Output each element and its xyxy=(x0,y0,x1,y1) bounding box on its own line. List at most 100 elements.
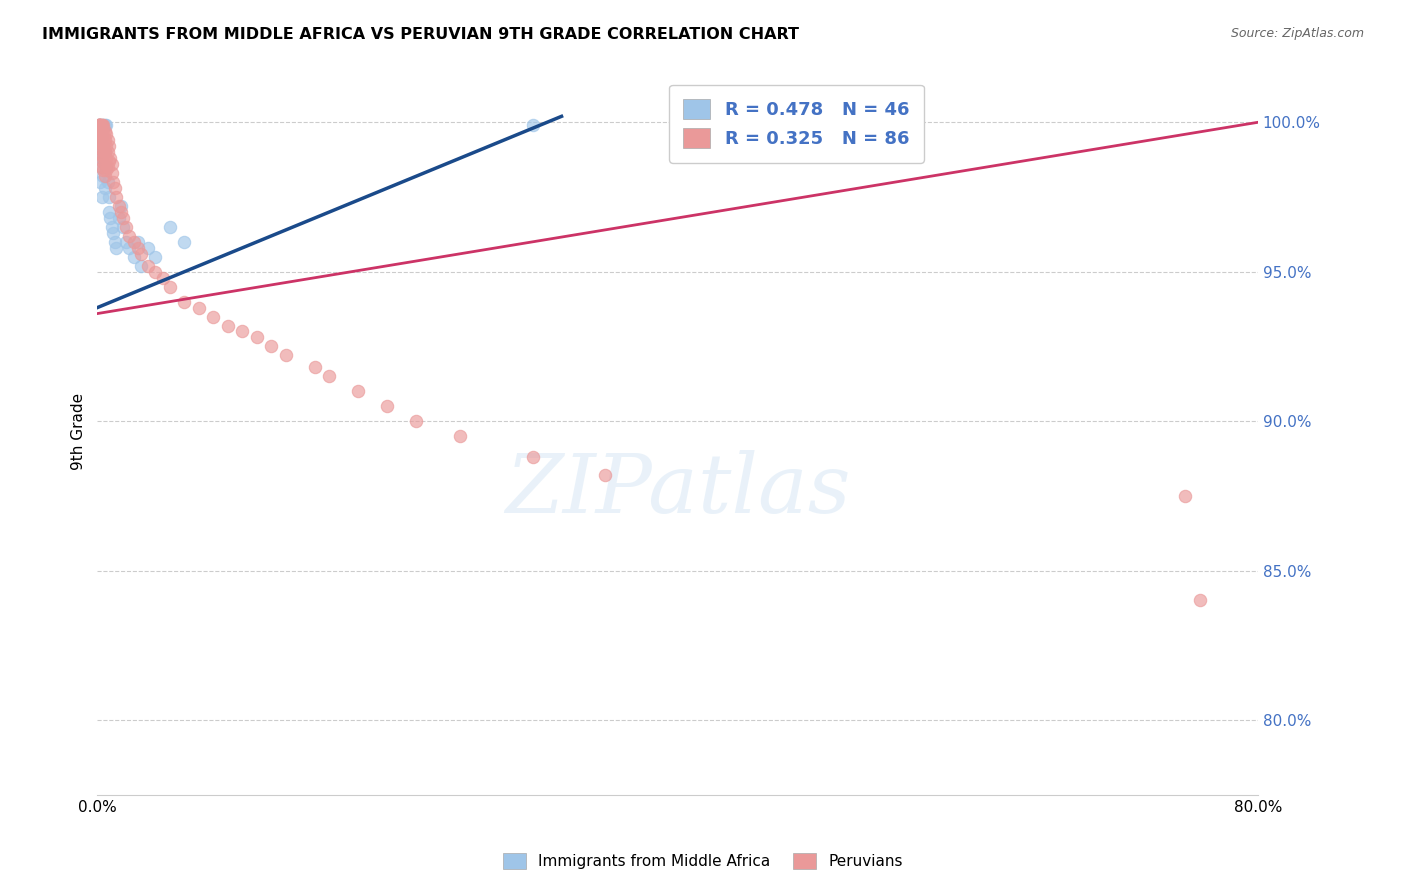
Point xyxy=(101,157,124,171)
Point xyxy=(110,205,132,219)
Point xyxy=(115,235,138,249)
Point xyxy=(89,118,111,132)
Point xyxy=(1174,489,1197,503)
Point xyxy=(105,190,128,204)
Point xyxy=(101,166,124,180)
Point xyxy=(347,384,370,399)
Point xyxy=(100,211,122,225)
Point xyxy=(90,121,112,136)
Point xyxy=(522,118,544,132)
Point xyxy=(89,130,111,145)
Point xyxy=(87,118,110,132)
Point xyxy=(89,121,111,136)
Point xyxy=(105,241,128,255)
Legend: R = 0.478   N = 46, R = 0.325   N = 86: R = 0.478 N = 46, R = 0.325 N = 86 xyxy=(669,85,924,162)
Point xyxy=(93,133,115,147)
Point xyxy=(94,139,117,153)
Point xyxy=(97,205,120,219)
Point xyxy=(91,163,114,178)
Point xyxy=(593,467,616,482)
Point xyxy=(136,241,159,255)
Point xyxy=(274,348,297,362)
Point xyxy=(90,142,112,156)
Point xyxy=(87,130,110,145)
Point xyxy=(103,175,125,189)
Point xyxy=(1188,593,1211,607)
Point xyxy=(96,133,118,147)
Point xyxy=(87,121,110,136)
Point xyxy=(93,118,115,132)
Point xyxy=(100,151,122,165)
Point xyxy=(87,118,110,132)
Point xyxy=(108,211,131,225)
Point xyxy=(97,139,120,153)
Point xyxy=(89,145,111,160)
Point xyxy=(90,118,112,132)
Point xyxy=(93,145,115,160)
Point xyxy=(89,124,111,138)
Point xyxy=(173,294,195,309)
Point xyxy=(89,142,111,156)
Point xyxy=(173,235,195,249)
Point xyxy=(96,175,118,189)
Point xyxy=(145,250,167,264)
Point xyxy=(304,360,326,375)
Point xyxy=(87,121,110,136)
Point xyxy=(87,121,110,136)
Point xyxy=(318,369,340,384)
Point xyxy=(87,118,110,132)
Point xyxy=(87,118,110,132)
Point xyxy=(260,339,283,353)
Legend: Immigrants from Middle Africa, Peruvians: Immigrants from Middle Africa, Peruvians xyxy=(496,847,910,875)
Point xyxy=(152,270,174,285)
Point xyxy=(87,118,110,132)
Point xyxy=(87,128,110,142)
Point xyxy=(93,145,115,160)
Text: ZIPatlas: ZIPatlas xyxy=(505,450,851,530)
Y-axis label: 9th Grade: 9th Grade xyxy=(72,393,86,470)
Point xyxy=(89,118,111,132)
Point xyxy=(127,235,149,249)
Point xyxy=(91,139,114,153)
Point xyxy=(449,429,471,443)
Point xyxy=(405,414,427,428)
Point xyxy=(87,118,110,132)
Point xyxy=(118,228,141,243)
Point xyxy=(91,118,114,132)
Point xyxy=(104,181,127,195)
Point xyxy=(90,148,112,162)
Point xyxy=(93,124,115,138)
Point xyxy=(217,318,239,333)
Point xyxy=(522,450,544,464)
Point xyxy=(87,128,110,142)
Point xyxy=(87,124,110,138)
Point xyxy=(91,130,114,145)
Point xyxy=(87,133,110,147)
Point xyxy=(91,169,114,183)
Point xyxy=(187,301,209,315)
Point xyxy=(89,121,111,136)
Point xyxy=(101,219,124,234)
Point xyxy=(202,310,225,324)
Point xyxy=(89,118,111,132)
Point xyxy=(231,325,253,339)
Point xyxy=(87,118,110,132)
Text: IMMIGRANTS FROM MIDDLE AFRICA VS PERUVIAN 9TH GRADE CORRELATION CHART: IMMIGRANTS FROM MIDDLE AFRICA VS PERUVIA… xyxy=(42,27,799,42)
Point xyxy=(90,130,112,145)
Point xyxy=(93,169,115,183)
Point xyxy=(96,145,118,160)
Point xyxy=(94,128,117,142)
Point xyxy=(90,124,112,138)
Point xyxy=(159,279,181,293)
Point xyxy=(90,190,112,204)
Point xyxy=(94,118,117,132)
Point xyxy=(145,265,167,279)
Point xyxy=(91,124,114,138)
Point xyxy=(94,151,117,165)
Point xyxy=(90,118,112,132)
Point xyxy=(89,160,111,174)
Point xyxy=(93,157,115,171)
Point xyxy=(91,151,114,165)
Point xyxy=(91,118,114,132)
Point xyxy=(87,124,110,138)
